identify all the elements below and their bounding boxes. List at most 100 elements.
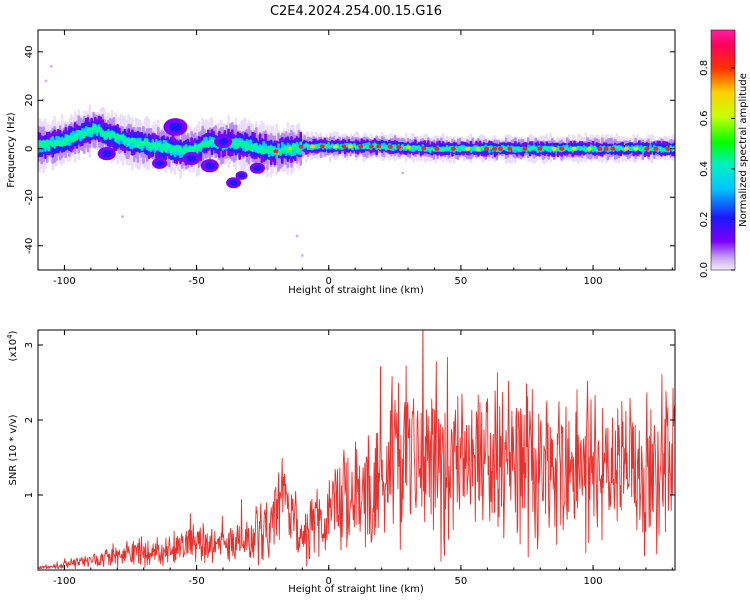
spectrogram-peak bbox=[522, 146, 528, 151]
spectrogram-blob bbox=[229, 179, 238, 186]
spectrogram-cell bbox=[473, 146, 476, 150]
spectrogram-cell bbox=[255, 142, 258, 148]
spectrogram-cell bbox=[162, 143, 166, 150]
spectrogram-cell bbox=[534, 146, 538, 149]
colorbar: 0.0 0.2 0.4 0.6 0.8 Normalized spectral ampl… bbox=[699, 29, 749, 278]
spectrogram-cell bbox=[353, 143, 356, 147]
spectrogram-cell bbox=[158, 143, 162, 148]
colorbar-tick-label: 0.0 bbox=[699, 262, 710, 278]
x-tick-label: -100 bbox=[53, 576, 76, 587]
x-tick-label: 50 bbox=[455, 576, 468, 587]
spectrogram-cell bbox=[628, 148, 632, 151]
y-tick-label: 40 bbox=[24, 45, 35, 58]
spectrogram-peak bbox=[586, 146, 592, 151]
spectrogram-cell bbox=[415, 146, 419, 150]
spectrogram-peak bbox=[396, 145, 402, 150]
spectrogram-y-label: Frequency (Hz) bbox=[6, 112, 17, 188]
spectrogram-peak bbox=[347, 144, 353, 149]
spectrogram-peak bbox=[497, 146, 503, 151]
spectrogram-peak bbox=[358, 144, 364, 149]
spectrogram-peak bbox=[603, 146, 609, 151]
spectrogram-cell bbox=[164, 147, 167, 153]
y-tick-label: 0 bbox=[24, 146, 35, 152]
spectrogram-peak bbox=[571, 146, 577, 151]
spectrogram-fleck bbox=[295, 234, 299, 238]
spectrogram-blob bbox=[155, 160, 164, 167]
spectrogram-peak bbox=[475, 146, 481, 151]
spectrogram-blob bbox=[238, 173, 245, 178]
spectrogram-peak bbox=[484, 146, 490, 151]
spectrogram-peak bbox=[333, 144, 339, 149]
spectrogram-cell bbox=[504, 146, 508, 150]
snr-panel: -100 -50 0 50 100 1 2 3 Height of straight line… bbox=[6, 329, 676, 595]
spectrogram-peak bbox=[341, 144, 347, 149]
snr-ticks: -100 -50 0 50 100 1 2 3 bbox=[24, 330, 675, 587]
spectrogram-peak bbox=[376, 144, 382, 149]
spectrogram-cell bbox=[75, 133, 79, 141]
snr-series-line bbox=[38, 330, 675, 569]
chart-title: C2E4.2024.254.00.15.G16 bbox=[270, 4, 442, 19]
spectrogram-peak bbox=[298, 144, 304, 149]
spectrogram-cell bbox=[84, 131, 88, 136]
x-tick-label: -50 bbox=[188, 276, 204, 287]
y-tick-label: 3 bbox=[24, 342, 35, 348]
x-tick-label: 0 bbox=[326, 576, 332, 587]
spectrogram-peak bbox=[465, 146, 471, 151]
spectrogram-frame bbox=[37, 29, 676, 271]
spectrogram-blob bbox=[218, 138, 228, 145]
spectrogram-peak bbox=[405, 145, 411, 150]
snr-scale-factor: (x104) bbox=[6, 330, 19, 361]
spectrogram-peak bbox=[610, 146, 616, 151]
x-tick-label: 100 bbox=[584, 276, 603, 287]
spectrogram-cell bbox=[576, 146, 580, 149]
spectrogram-peak bbox=[387, 144, 393, 149]
y-tick-label: -40 bbox=[24, 238, 35, 254]
spectrogram-cell bbox=[182, 149, 186, 155]
snr-y-label: SNR (10 * v/v) bbox=[8, 414, 19, 485]
snr-frame bbox=[37, 329, 676, 571]
spectrogram-blob bbox=[186, 155, 197, 162]
spectrogram-cell bbox=[564, 147, 567, 151]
spectrogram-panel: -100 -50 0 50 100 -40 -20 0 20 40 Height of strai… bbox=[6, 29, 676, 296]
spectrogram-cell bbox=[175, 144, 179, 151]
spectrogram-fleck bbox=[41, 98, 45, 102]
spectrogram-fleck bbox=[401, 171, 405, 175]
x-tick-label: 100 bbox=[584, 576, 603, 587]
y-tick-label: 1 bbox=[24, 492, 35, 498]
x-tick-label: -50 bbox=[188, 576, 204, 587]
spectrogram-heatmap bbox=[38, 64, 675, 257]
colorbar-tick-label: 0.6 bbox=[699, 110, 710, 126]
spectrogram-cell bbox=[630, 148, 634, 151]
x-tick-label: 50 bbox=[455, 276, 468, 287]
spectrogram-cell bbox=[232, 138, 236, 145]
spectrogram-cell bbox=[140, 140, 143, 147]
spectrogram-peak bbox=[644, 146, 650, 151]
colorbar-gradient bbox=[710, 29, 736, 271]
spectrogram-cell bbox=[168, 143, 171, 149]
spectrogram-cell bbox=[401, 144, 404, 148]
spectrogram-x-label: Height of straight line (km) bbox=[288, 285, 424, 296]
spectrogram-fleck bbox=[121, 215, 124, 219]
spectrogram-blob bbox=[205, 162, 215, 170]
spectrogram-cell bbox=[112, 132, 116, 138]
spectrogram-cell bbox=[532, 145, 536, 150]
colorbar-tick-label: 0.4 bbox=[699, 161, 710, 177]
spectrogram-cell bbox=[125, 137, 129, 142]
spectrogram-peak bbox=[434, 146, 440, 151]
spectrogram-peak bbox=[633, 146, 639, 151]
spectrogram-peak bbox=[319, 144, 325, 149]
colorbar-tick-label: 0.2 bbox=[699, 212, 710, 228]
spectrogram-cell bbox=[293, 143, 297, 148]
spectrogram-cell bbox=[251, 145, 254, 153]
spectrogram-peak bbox=[597, 146, 603, 151]
spectrogram-cell bbox=[639, 148, 643, 152]
spectrogram-peak bbox=[507, 146, 513, 151]
spectrogram-peak bbox=[368, 144, 374, 149]
spectrogram-blob bbox=[253, 165, 262, 171]
spectrogram-cell bbox=[243, 141, 247, 148]
spectrogram-peak bbox=[551, 146, 557, 151]
y-tick-label: -20 bbox=[24, 189, 35, 205]
spectrogram-fleck bbox=[44, 79, 48, 83]
spectrogram-peak bbox=[492, 146, 498, 151]
